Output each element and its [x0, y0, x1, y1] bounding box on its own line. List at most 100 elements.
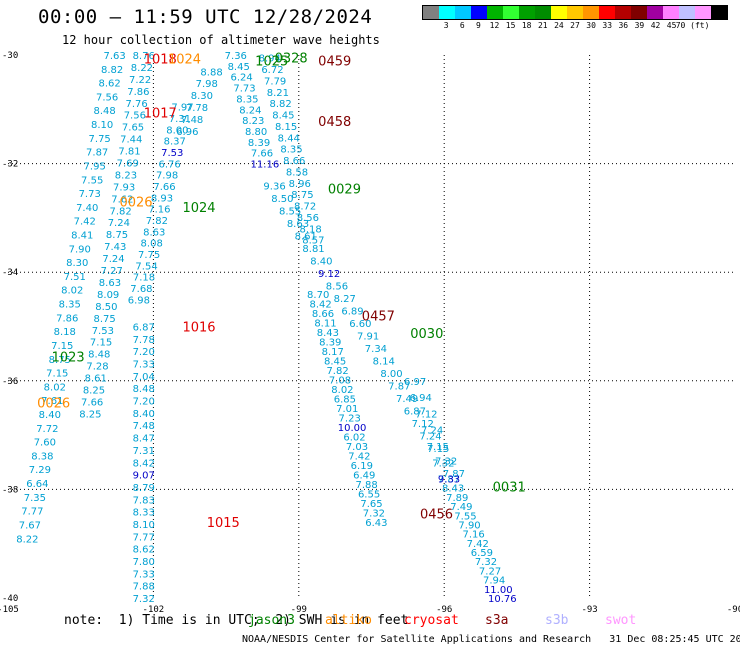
- wave-height-value: 7.88: [133, 582, 155, 593]
- wave-height-value: 7.75: [138, 250, 160, 261]
- wave-height-value: 7.23: [339, 413, 361, 424]
- satellite-s3a: s3a: [485, 613, 509, 628]
- wave-height-value: 8.25: [79, 409, 101, 420]
- pass-time-label: 1018: [144, 52, 177, 67]
- wave-height-value: 7.77: [133, 532, 155, 543]
- wave-height-value: 7.16: [148, 205, 170, 216]
- y-tick-label: -38: [2, 485, 18, 495]
- wave-height-value: 7.32: [432, 458, 454, 469]
- wave-height-value: 7.94: [483, 576, 505, 587]
- wave-height-value: 8.08: [141, 239, 163, 250]
- pass-time-label: 1015: [207, 516, 240, 531]
- y-tick-label: -40: [2, 594, 18, 604]
- legend-label: 30: [586, 21, 596, 30]
- wave-height-value: 8.14: [373, 356, 395, 367]
- wave-height-value: 11.16: [251, 160, 280, 171]
- wave-height-value: 6.59: [471, 548, 493, 559]
- wave-height-value: 7.31: [169, 114, 191, 125]
- wave-height-value: 7.34: [365, 344, 387, 355]
- wave-height-value: 8.40: [310, 256, 332, 267]
- wave-height-value: 7.08: [329, 375, 351, 386]
- wave-height-value: 8.48: [88, 350, 110, 361]
- wave-height-value: 7.86: [56, 313, 78, 324]
- wave-height-value: 7.67: [19, 520, 41, 531]
- legend-swatch: [631, 6, 647, 19]
- wave-height-value: 7.66: [81, 397, 103, 408]
- wave-height-value: 8.88: [200, 67, 222, 78]
- wave-height-value: 6.96: [176, 127, 198, 138]
- wave-height-value: 7.49: [450, 502, 472, 513]
- wave-height-value: 7.83: [133, 495, 155, 506]
- pass-time-label: 0026: [37, 397, 70, 412]
- wave-height-value: 7.78: [133, 335, 155, 346]
- pass-time-label: 0458: [318, 115, 351, 130]
- pass-time-label: 0456: [420, 507, 453, 522]
- wave-height-value: 7.24: [102, 254, 124, 265]
- wave-height-value: 7.90: [458, 520, 480, 531]
- wave-height-value: 11.00: [484, 585, 513, 596]
- wave-height-value: 6.02: [343, 432, 365, 443]
- wave-height-value: 8.94: [259, 54, 281, 65]
- wave-height-value: 7.90: [69, 244, 91, 255]
- wave-height-value: 7.28: [86, 362, 108, 373]
- wave-height-value: 9.07: [133, 471, 155, 482]
- wave-height-value: 8.23: [115, 170, 137, 181]
- wave-height-value: 7.80: [133, 557, 155, 568]
- credit-line: NOAA/NESDIS Center for Satellite Applica…: [242, 634, 740, 645]
- wave-height-value: 8.25: [83, 385, 105, 396]
- wave-height-value: 6.76: [159, 159, 181, 170]
- wave-height-value: 7.32: [133, 594, 155, 605]
- wave-height-value: 7.89: [446, 493, 468, 504]
- x-tick-label: -96: [436, 605, 452, 615]
- wave-height-value: 8.00: [166, 125, 188, 136]
- wave-height-value: 7.72: [36, 424, 58, 435]
- legend-label: 15: [505, 21, 516, 30]
- wave-height-value: 7.49: [396, 394, 418, 405]
- wave-height-value: 7.03: [346, 442, 368, 453]
- wave-height-value: 7.61: [41, 396, 63, 407]
- wave-height-value: 8.79: [133, 483, 155, 494]
- wave-height-value: 7.24: [419, 432, 441, 443]
- wave-height-value: 7.20: [133, 347, 155, 358]
- x-tick-label: -105: [0, 605, 19, 615]
- wave-height-value: 7.75: [89, 134, 111, 145]
- legend-swatch: [695, 6, 711, 19]
- wave-height-value: 8.35: [280, 145, 302, 156]
- wave-height-value: 8.37: [164, 137, 186, 148]
- wave-height-value: 8.56: [297, 213, 319, 224]
- wave-height-value: 7.73: [233, 84, 255, 95]
- wave-height-value: 7.78: [186, 103, 208, 114]
- wave-height-value: 7.27: [479, 566, 501, 577]
- wave-height-value: 7.93: [113, 182, 135, 193]
- wave-height-value: 7.33: [133, 360, 155, 371]
- wave-height-value: 8.42: [309, 299, 331, 310]
- wave-height-value: 7.32: [435, 457, 457, 468]
- legend-swatch: [583, 6, 599, 19]
- pass-time-label: 1017: [144, 107, 177, 122]
- wave-height-value: 6.72: [261, 65, 283, 76]
- color-scale-legend: [422, 5, 728, 20]
- wave-height-value: 8.45: [324, 356, 346, 367]
- pass-time-label: 1024: [168, 52, 201, 67]
- wave-height-value: 8.82: [101, 65, 123, 76]
- legend-swatch: [503, 6, 519, 19]
- wave-height-value: 9.12: [318, 269, 340, 280]
- wave-height-value: 8.75: [93, 314, 115, 325]
- wave-height-value: 7.04: [133, 372, 155, 383]
- wave-height-value: 7.79: [264, 76, 286, 87]
- wave-height-value: 7.24: [108, 218, 130, 229]
- legend-label: 42: [650, 21, 661, 30]
- wave-height-value: 8.63: [287, 219, 309, 230]
- wave-height-value: 8.45: [272, 111, 294, 122]
- wave-height-value: 8.39: [319, 337, 341, 348]
- wave-height-value: 6.85: [334, 394, 356, 405]
- wave-height-value: 8.18: [54, 327, 76, 338]
- wave-height-value: 7.68: [130, 284, 152, 295]
- x-tick-label: -99: [291, 605, 307, 615]
- wave-height-value: 7.82: [146, 216, 168, 227]
- wave-height-value: 6.24: [230, 73, 252, 84]
- wave-height-value: 7.42: [74, 217, 96, 228]
- wave-height-value: 7.76: [125, 99, 147, 110]
- wave-height-value: 8.24: [239, 105, 261, 116]
